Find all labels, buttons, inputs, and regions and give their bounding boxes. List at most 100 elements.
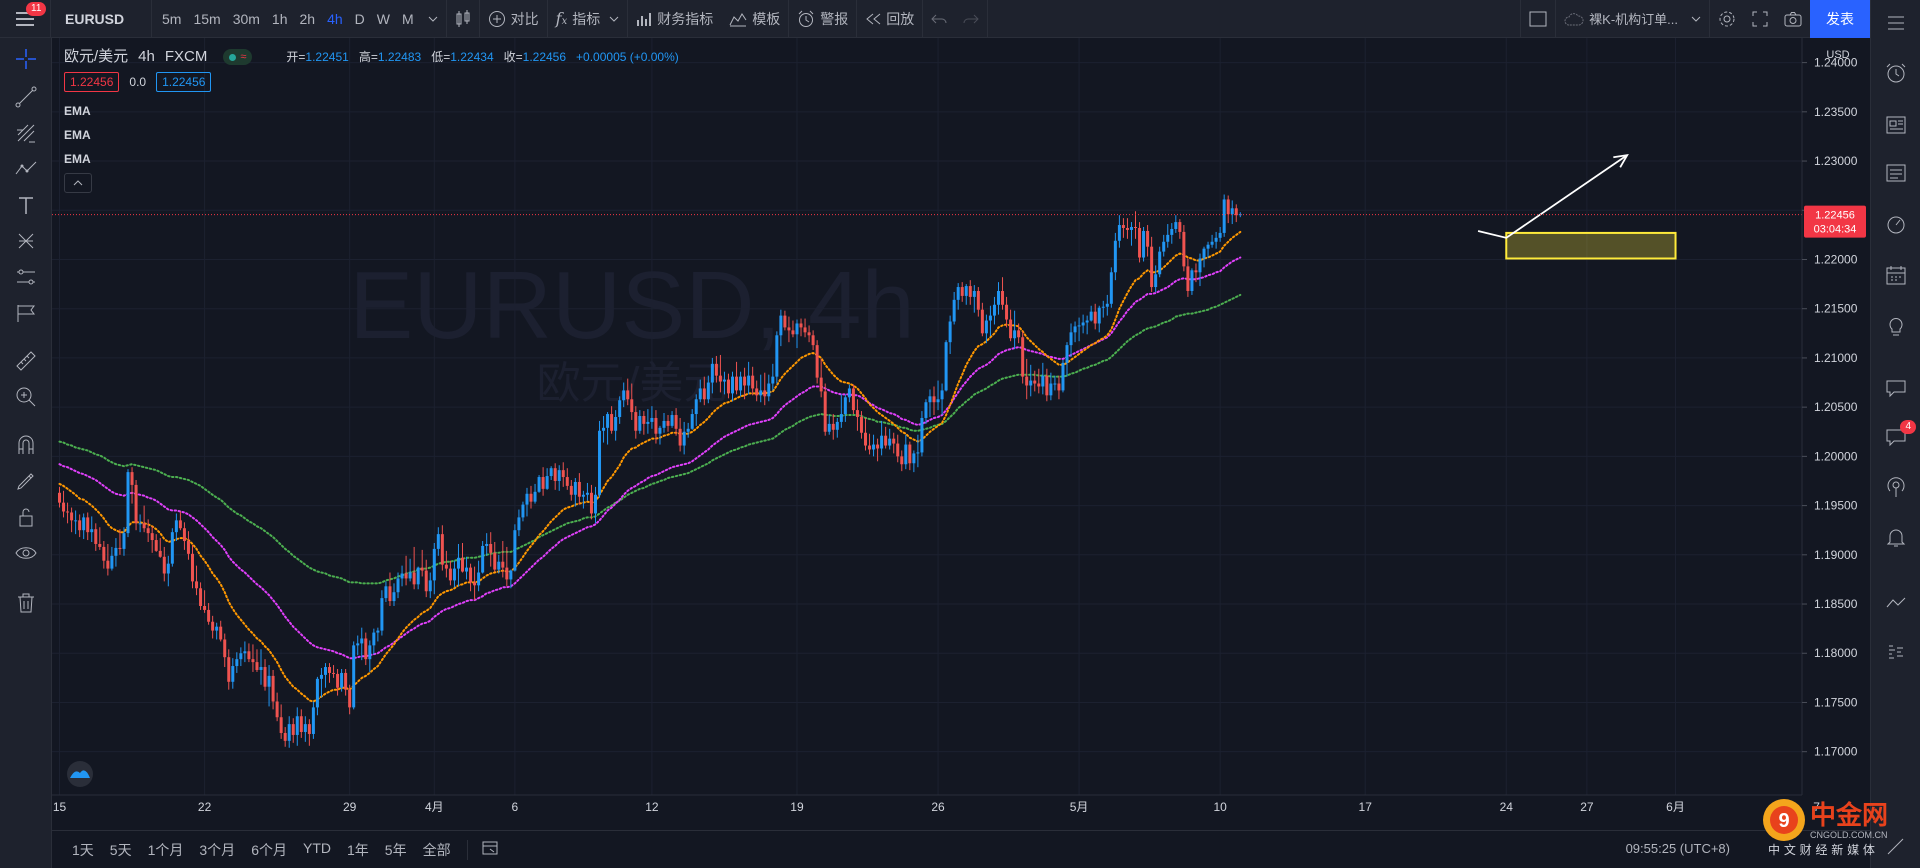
lock-tool[interactable]: [13, 504, 39, 530]
timeframe-D[interactable]: D: [354, 10, 365, 27]
calendar-button[interactable]: [1883, 262, 1909, 288]
news-button[interactable]: [1883, 112, 1909, 138]
candle-body: [231, 666, 235, 682]
candle-body: [360, 638, 364, 644]
arrow-path[interactable]: [1477, 154, 1628, 239]
candle: [948, 315, 952, 354]
zoom-tool[interactable]: [13, 384, 39, 410]
range-button[interactable]: 全部: [422, 841, 451, 858]
undo-button[interactable]: [923, 0, 955, 38]
range-button[interactable]: 1天: [72, 841, 94, 858]
candle-body: [517, 517, 521, 531]
ask-price[interactable]: 1.22456: [156, 72, 212, 92]
alerts-panel-button[interactable]: [1883, 60, 1909, 86]
x-tick-label: 17: [1359, 800, 1373, 814]
timeframe-30m[interactable]: 30m: [232, 10, 260, 27]
templates-button[interactable]: 模板: [721, 0, 788, 38]
help-button[interactable]: [1883, 834, 1909, 860]
publish-button[interactable]: 发表: [1810, 0, 1870, 38]
data-window-button[interactable]: [1883, 160, 1909, 186]
market-status[interactable]: ≈: [223, 49, 253, 65]
crosshair-tool[interactable]: [13, 46, 39, 72]
price-chart[interactable]: EURUSD, 4h 欧元/美元 USD 1.17000 1.17500 1.180…: [52, 38, 1870, 830]
range-button[interactable]: 6个月: [251, 841, 287, 858]
magnet-tool[interactable]: [13, 432, 39, 458]
ideas-button[interactable]: [1883, 312, 1909, 338]
ruler-tool[interactable]: [13, 348, 39, 374]
dom-button[interactable]: [1883, 640, 1909, 666]
save-layout-button[interactable]: 裸K-机构订单...: [1556, 0, 1709, 38]
pattern-tool[interactable]: [13, 156, 39, 182]
range-button[interactable]: 1个月: [147, 841, 184, 858]
clock[interactable]: 09:55:25 (UTC+8): [1625, 841, 1730, 856]
collapse-legend-button[interactable]: [64, 173, 92, 193]
timeframe-W[interactable]: W: [376, 10, 390, 27]
timeframe-5m[interactable]: 5m: [162, 10, 182, 27]
ema-legend-3[interactable]: EMA: [64, 152, 91, 166]
alert-button[interactable]: 警报: [789, 0, 856, 38]
candle: [1166, 224, 1170, 248]
hide-tool[interactable]: [13, 540, 39, 566]
financials-button[interactable]: 财务指标: [628, 0, 721, 38]
projection-tool[interactable]: [13, 228, 39, 254]
timeframe-2h[interactable]: 2h: [299, 10, 316, 27]
ema-legend-2[interactable]: EMA: [64, 128, 91, 142]
snapshot-button[interactable]: [1776, 0, 1810, 38]
symbol-title[interactable]: 欧元/美元: [64, 48, 129, 65]
delete-tool[interactable]: [13, 590, 39, 616]
notifications-button[interactable]: [1883, 524, 1909, 550]
streams-button[interactable]: [1883, 474, 1909, 500]
settings-button[interactable]: [1710, 0, 1744, 38]
layout-button[interactable]: [1521, 0, 1555, 38]
timeframe-M[interactable]: M: [402, 10, 414, 27]
goto-date-button[interactable]: [476, 840, 506, 859]
price-axis[interactable]: USD 1.17000 1.17500 1.18000 1.18500 1.19000 1…: [1801, 38, 1870, 795]
redo-button[interactable]: [955, 0, 987, 38]
stay-drawing-tool[interactable]: [13, 468, 39, 494]
support-zone-rect[interactable]: [1505, 231, 1677, 260]
menu-button[interactable]: 11: [0, 0, 50, 38]
candle: [533, 483, 537, 504]
watchlist-button[interactable]: [1883, 10, 1909, 36]
trendline-tool[interactable]: [13, 84, 39, 110]
chart-type-button[interactable]: [447, 0, 479, 38]
order-panel-button[interactable]: [1883, 590, 1909, 616]
bid-price[interactable]: 1.22456: [64, 72, 120, 92]
timeframe-dropdown[interactable]: [420, 0, 446, 38]
candle: [976, 287, 980, 317]
candle-body: [581, 494, 585, 497]
fullscreen-button[interactable]: [1744, 0, 1776, 38]
candle: [896, 434, 900, 463]
open-label: 开=: [286, 50, 306, 64]
ema-legend-1[interactable]: EMA: [64, 104, 91, 118]
candle: [831, 414, 835, 440]
measure-lines-tool[interactable]: [13, 264, 39, 290]
hotlist-button[interactable]: [1883, 212, 1909, 238]
range-button[interactable]: YTD: [302, 839, 331, 856]
projection-arrow[interactable]: [1477, 153, 1629, 239]
symbol-search[interactable]: EURUSD: [65, 10, 125, 27]
candle: [1061, 359, 1065, 393]
text-tool[interactable]: [13, 192, 39, 218]
range-button[interactable]: 3个月: [199, 841, 236, 858]
replay-button[interactable]: 回放: [857, 0, 922, 38]
range-button[interactable]: 1年: [346, 841, 369, 858]
candle-body: [622, 390, 626, 401]
timeframe-1h[interactable]: 1h: [271, 10, 288, 27]
compare-button[interactable]: 对比: [480, 0, 547, 38]
timeframe-4h[interactable]: 4h: [327, 10, 343, 27]
candle: [771, 363, 775, 391]
icon-tool[interactable]: [13, 300, 39, 326]
timezone-logo[interactable]: [67, 761, 93, 787]
chats-button[interactable]: [1883, 375, 1909, 401]
candle: [1053, 375, 1057, 391]
indicators-button[interactable]: fx 指标: [548, 0, 628, 38]
status-dot-icon: [229, 53, 237, 61]
time-axis[interactable]: 15 22 29 4月 6 12 19 26 5月 10 17 24 27 6月 7: [52, 794, 1820, 814]
support-zone[interactable]: [1505, 231, 1677, 260]
candle-body: [1117, 225, 1121, 241]
range-button[interactable]: 5天: [109, 841, 132, 858]
fib-tool[interactable]: [13, 120, 39, 146]
timeframe-15m[interactable]: 15m: [193, 10, 221, 27]
range-button[interactable]: 5年: [384, 841, 407, 858]
